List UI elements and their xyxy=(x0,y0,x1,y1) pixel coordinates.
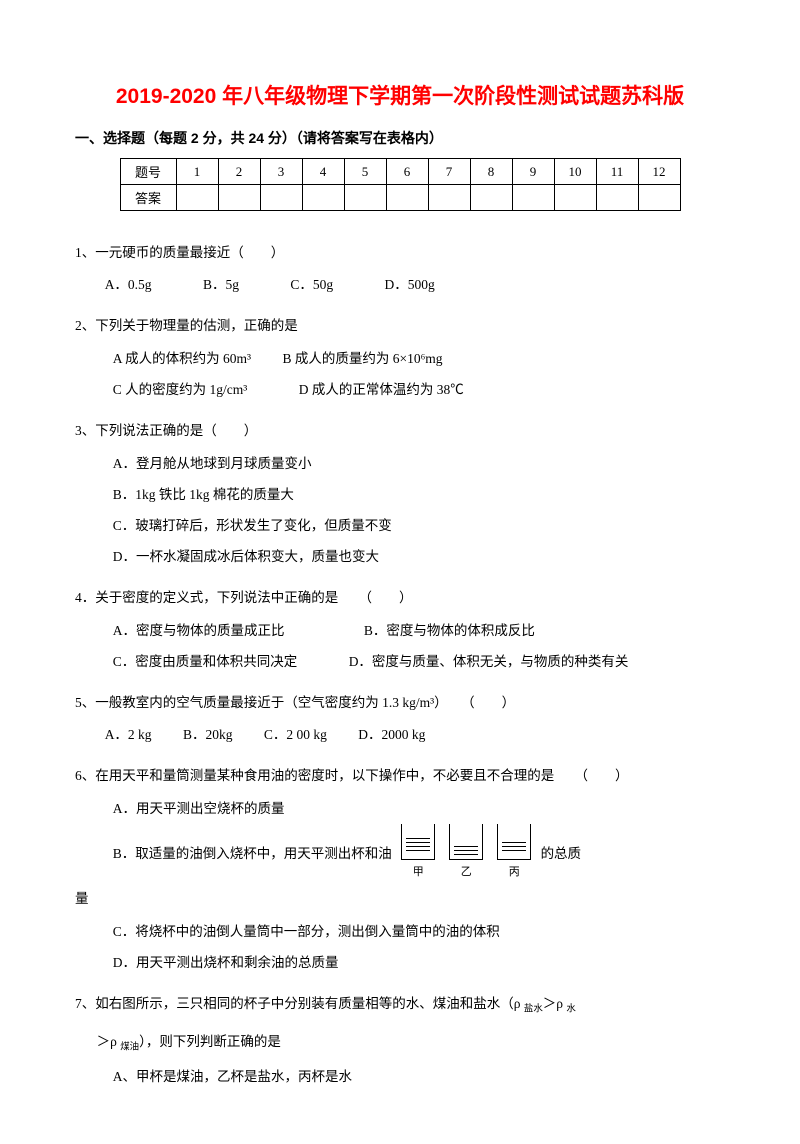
answer-cell xyxy=(512,185,554,211)
question-7: 7、如右图所示，三只相同的杯子中分别装有质量相等的水、煤油和盐水（ρ 盐水 ＞ρ … xyxy=(75,990,725,1092)
q7-stem-line2: ＞ρ 煤油），则下列判断正确的是 xyxy=(75,1028,725,1058)
answer-grid: 题号 1 2 3 4 5 6 7 8 9 10 11 12 答案 xyxy=(120,158,681,211)
answer-cell xyxy=(176,185,218,211)
table-row-header: 题号 1 2 3 4 5 6 7 8 9 10 11 12 xyxy=(120,159,680,185)
answer-cell xyxy=(386,185,428,211)
q5-opt-a: A．2 kg xyxy=(105,727,152,742)
q7-opt-a: A、甲杯是煤油，乙杯是盐水，丙杯是水 xyxy=(113,1061,725,1092)
answer-cell xyxy=(554,185,596,211)
col-num: 9 xyxy=(512,159,554,185)
q7-stem: 7、如右图所示，三只相同的杯子中分别装有质量相等的水、煤油和盐水（ρ 盐水＞ρ … xyxy=(75,990,725,1020)
q5-stem: 5、一般教室内的空气质量最接近于（空气密度约为 1.3 kg/m³） （ ） xyxy=(75,689,725,716)
q1-opt-d: D．500g xyxy=(384,277,434,292)
q6-opt-c: C．将烧杯中的油倒人量筒中一部分，测出倒入量筒中的油的体积 xyxy=(113,916,725,947)
q6-stem: 6、在用天平和量筒测量某种食用油的密度时，以下操作中，不必要且不合理的是 （ ） xyxy=(75,762,725,789)
question-3: 3、下列说法正确的是（ ） A．登月舱从地球到月球质量变小 B．1kg 铁比 1… xyxy=(75,417,725,572)
q7-sub1: 盐水 xyxy=(524,1005,543,1015)
col-num: 4 xyxy=(302,159,344,185)
q6-opt-d: D．用天平测出烧杯和剩余油的总质量 xyxy=(113,947,725,978)
q6-opt-b-pre: B．取适量的油倒入烧杯中，用天平测出杯和油 xyxy=(113,846,392,861)
q3-opt-a: A．登月舱从地球到月球质量变小 xyxy=(113,448,725,479)
beaker-yi: 乙 xyxy=(449,824,483,885)
col-num: 12 xyxy=(638,159,680,185)
q2-opt-d: D 成人的正常体温约为 38℃ xyxy=(299,382,464,397)
q2-opt-a: A 成人的体积约为 60m³ xyxy=(113,351,251,366)
answer-cell xyxy=(344,185,386,211)
question-5: 5、一般教室内的空气质量最接近于（空气密度约为 1.3 kg/m³） （ ） A… xyxy=(75,689,725,750)
q4-opt-a: A．密度与物体的质量成正比 xyxy=(113,623,285,638)
col-num: 10 xyxy=(554,159,596,185)
exam-page: 2019-2020 年八年级物理下学期第一次阶段性测试试题苏科版 一、选择题（每… xyxy=(0,0,800,1144)
answer-cell xyxy=(218,185,260,211)
row-label-ans: 答案 xyxy=(120,185,176,211)
q7-stem-d: ），则下列判断正确的是 xyxy=(139,1034,281,1049)
q2-opt-c: C 人的密度约为 1g/cm³ xyxy=(113,382,248,397)
q1-opt-b: B．5g xyxy=(203,277,239,292)
q7-options: A、甲杯是煤油，乙杯是盐水，丙杯是水 xyxy=(75,1061,725,1092)
row-label-num: 题号 xyxy=(120,159,176,185)
col-num: 3 xyxy=(260,159,302,185)
question-1: 1、一元硬币的质量最接近（ ） A．0.5g B．5g C．50g D．500g xyxy=(75,239,725,300)
q3-opt-d: D．一杯水凝固成冰后体积变大，质量也变大 xyxy=(113,541,725,572)
q1-opt-a: A．0.5g xyxy=(105,277,152,292)
beaker-jia: 甲 xyxy=(401,824,435,885)
q4-opt-d: D．密度与质量、体积无关，与物质的种类有关 xyxy=(349,654,629,669)
q3-opt-c: C．玻璃打碎后，形状发生了变化，但质量不变 xyxy=(113,510,725,541)
answer-cell xyxy=(470,185,512,211)
q3-options: A．登月舱从地球到月球质量变小 B．1kg 铁比 1kg 棉花的质量大 C．玻璃… xyxy=(75,448,725,572)
answer-cell xyxy=(302,185,344,211)
q6-options: A．用天平测出空烧杯的质量 B．取适量的油倒入烧杯中，用天平测出杯和油 甲 乙 … xyxy=(75,793,725,885)
col-num: 11 xyxy=(596,159,638,185)
exam-title: 2019-2020 年八年级物理下学期第一次阶段性测试试题苏科版 xyxy=(75,80,725,110)
q4-opt-c: C．密度由质量和体积共同决定 xyxy=(113,654,298,669)
q5-opt-c: C．2 00 kg xyxy=(264,727,327,742)
answer-cell xyxy=(260,185,302,211)
q5-options: A．2 kg B．20kg C．2 00 kg D．2000 kg xyxy=(75,720,725,750)
beaker-figure: 甲 乙 丙 xyxy=(401,824,531,885)
q7-stem-a: 7、如右图所示，三只相同的杯子中分别装有质量相等的水、煤油和盐水（ρ xyxy=(75,996,524,1011)
col-num: 8 xyxy=(470,159,512,185)
q1-stem: 1、一元硬币的质量最接近（ ） xyxy=(75,239,725,266)
section-1-header: 一、选择题（每题 2 分，共 24 分）（请将答案写在表格内） xyxy=(75,128,725,148)
beaker-label-yi: 乙 xyxy=(461,860,472,885)
answer-cell xyxy=(596,185,638,211)
answer-cell xyxy=(428,185,470,211)
q3-opt-b: B．1kg 铁比 1kg 棉花的质量大 xyxy=(113,479,725,510)
q2-options: A 成人的体积约为 60m³ B 成人的质量约为 6×10⁶mg C 人的密度约… xyxy=(75,343,725,405)
q6-opt-b-tail: 量 xyxy=(75,885,725,912)
q2-opt-b: B 成人的质量约为 6×10⁶mg xyxy=(282,351,442,366)
q3-stem: 3、下列说法正确的是（ ） xyxy=(75,417,725,444)
q6-opt-b-line: B．取适量的油倒入烧杯中，用天平测出杯和油 甲 乙 丙 的总质 xyxy=(113,824,725,885)
question-6: 6、在用天平和量筒测量某种食用油的密度时，以下操作中，不必要且不合理的是 （ ）… xyxy=(75,762,725,978)
beaker-label-bing: 丙 xyxy=(509,860,520,885)
q7-sub3: 煤油 xyxy=(120,1042,139,1052)
q7-stem-c: ＞ρ xyxy=(97,1034,121,1049)
col-num: 2 xyxy=(218,159,260,185)
col-num: 7 xyxy=(428,159,470,185)
q6-opt-a: A．用天平测出空烧杯的质量 xyxy=(113,793,725,824)
q7-stem-b: ＞ρ xyxy=(543,996,567,1011)
question-2: 2、下列关于物理量的估测，正确的是 A 成人的体积约为 60m³ B 成人的质量… xyxy=(75,312,725,405)
q4-opt-b: B．密度与物体的体积成反比 xyxy=(364,623,535,638)
q1-opt-c: C．50g xyxy=(290,277,333,292)
q2-stem: 2、下列关于物理量的估测，正确的是 xyxy=(75,312,725,339)
question-4: 4．关于密度的定义式，下列说法中正确的是 （ ） A．密度与物体的质量成正比 B… xyxy=(75,584,725,677)
col-num: 1 xyxy=(176,159,218,185)
q4-options: A．密度与物体的质量成正比 B．密度与物体的体积成反比 C．密度由质量和体积共同… xyxy=(75,615,725,677)
answer-cell xyxy=(638,185,680,211)
q5-opt-b: B．20kg xyxy=(183,727,233,742)
beaker-bing: 丙 xyxy=(497,824,531,885)
col-num: 5 xyxy=(344,159,386,185)
q5-opt-d: D．2000 kg xyxy=(358,727,425,742)
q6-options-2: C．将烧杯中的油倒人量筒中一部分，测出倒入量筒中的油的体积 D．用天平测出烧杯和… xyxy=(75,916,725,978)
col-num: 6 xyxy=(386,159,428,185)
q7-sub2: 水 xyxy=(566,1005,575,1015)
table-row-answers: 答案 xyxy=(120,185,680,211)
q4-stem: 4．关于密度的定义式，下列说法中正确的是 （ ） xyxy=(75,584,725,611)
beaker-label-jia: 甲 xyxy=(413,860,424,885)
q1-options: A．0.5g B．5g C．50g D．500g xyxy=(75,270,725,300)
q6-opt-b-post: 的总质 xyxy=(541,846,582,861)
